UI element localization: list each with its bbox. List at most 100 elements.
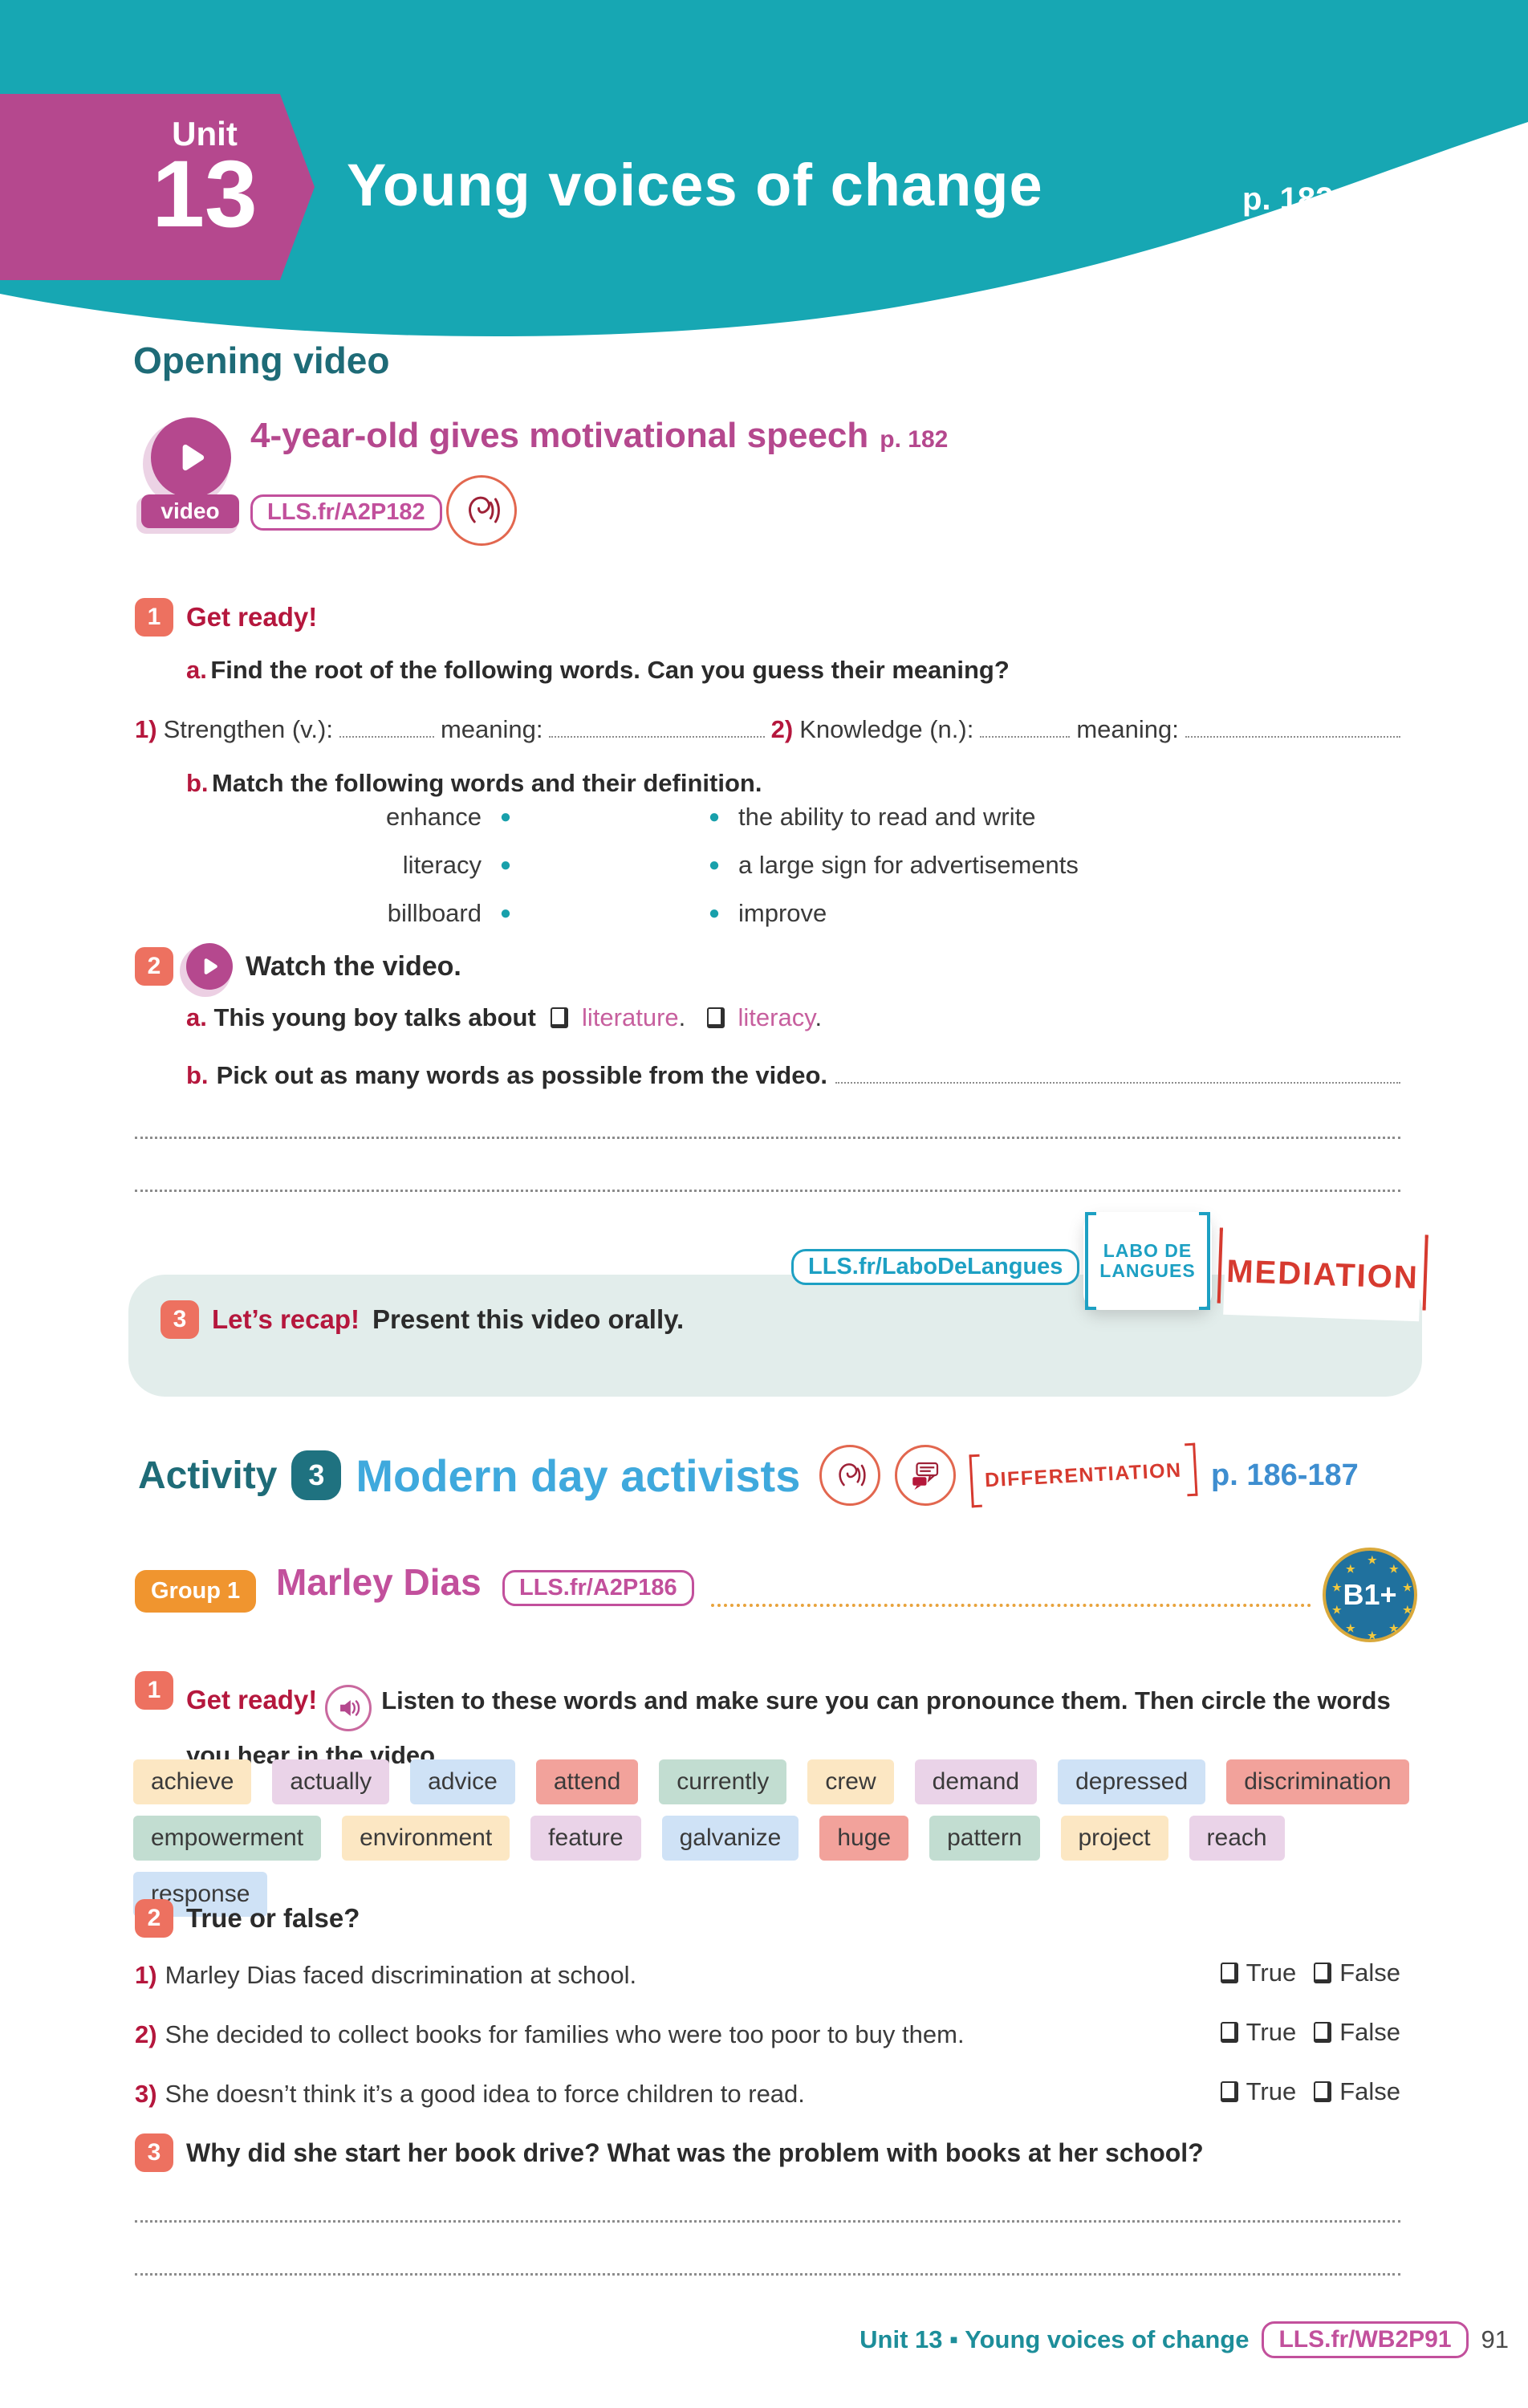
video-play-button[interactable] (151, 417, 231, 498)
exercise-number-badge: 2 (135, 1899, 173, 1938)
activity-heading-row: Activity 3 Modern day activists (138, 1442, 1359, 1508)
match-bullet-icon[interactable]: ● (499, 806, 512, 828)
activity-kicker: Activity (138, 1454, 278, 1497)
false-checkbox[interactable] (1314, 1963, 1332, 1983)
true-label: True (1246, 2018, 1297, 2046)
option-checkbox[interactable] (706, 1007, 725, 1028)
false-choice[interactable]: False (1314, 1959, 1400, 1987)
false-choice[interactable]: False (1314, 2077, 1400, 2106)
true-false-row: 3) She doesn’t think it’s a good idea to… (135, 2077, 1400, 2109)
true-checkbox[interactable] (1220, 2022, 1238, 2043)
word-chip[interactable]: discrimination (1226, 1759, 1409, 1804)
listening-ear-icon[interactable] (819, 1445, 881, 1506)
recap-label: Let’s recap! (212, 1304, 360, 1334)
answer-slot[interactable] (1185, 711, 1401, 738)
match-bullet-icon[interactable]: ● (499, 854, 512, 876)
mediation-badge: MEDIATION (1217, 1227, 1428, 1322)
fill-word-1: Strengthen (v.): (163, 715, 333, 743)
option-checkbox[interactable] (551, 1007, 569, 1028)
true-choice[interactable]: True (1220, 1959, 1296, 1987)
video-title-page: p. 182 (880, 426, 949, 453)
match-word: enhance (386, 803, 482, 831)
false-checkbox[interactable] (1314, 2022, 1332, 2043)
match-bullet-icon[interactable]: ● (499, 902, 512, 924)
answer-line[interactable] (135, 2220, 1400, 2223)
activity-link-pill[interactable]: LLS.fr/A2P186 (502, 1570, 694, 1606)
sub-letter: b. (186, 769, 209, 797)
activity-ex3-row: 3 Why did she start her book drive? What… (135, 2133, 1204, 2172)
true-checkbox[interactable] (1220, 2081, 1238, 2102)
word-chip[interactable]: currently (659, 1759, 787, 1804)
word-chip[interactable]: huge (819, 1816, 909, 1861)
footer-title: Young voices of change (965, 2325, 1250, 2353)
word-chip[interactable]: environment (342, 1816, 510, 1861)
bracket-right-icon (1422, 1235, 1428, 1311)
level-label: B1+ (1343, 1578, 1397, 1611)
bracket-left-icon (969, 1454, 983, 1508)
speaking-bubbles-icon[interactable] (895, 1445, 957, 1506)
answer-line[interactable] (135, 2273, 1400, 2276)
word-chip[interactable]: project (1060, 1816, 1168, 1861)
answer-line[interactable] (135, 1137, 1400, 1139)
mediation-label: MEDIATION (1225, 1253, 1420, 1296)
word-chip[interactable]: feature (530, 1816, 641, 1861)
footer-link-pill[interactable]: LLS.fr/WB2P91 (1262, 2321, 1469, 2358)
answer-slot[interactable] (549, 711, 765, 738)
word-chip[interactable]: attend (535, 1759, 639, 1804)
star-icon: ★ (1332, 1581, 1342, 1593)
answer-slot[interactable] (835, 1069, 1400, 1084)
false-checkbox[interactable] (1314, 2081, 1332, 2102)
star-icon: ★ (1389, 1563, 1399, 1575)
group-badge: Group 1 (135, 1570, 257, 1613)
true-false-row: 2) She decided to collect books for fami… (135, 2018, 1400, 2049)
answer-slot[interactable] (980, 711, 1071, 738)
word-chip-list: achieve actually advice attend currently… (133, 1759, 1414, 1917)
option-word[interactable]: literacy (738, 1003, 815, 1031)
match-definition: a large sign for advertisements (738, 851, 1079, 879)
star-icon: ★ (1346, 1622, 1355, 1634)
match-bullet-icon[interactable]: ● (708, 806, 721, 828)
listening-ear-icon[interactable] (446, 475, 517, 546)
video-title: 4-year-old gives motivational speech p. 1… (250, 416, 948, 456)
match-bullet-icon[interactable]: ● (708, 854, 721, 876)
statement-text: She decided to collect books for familie… (165, 2020, 965, 2048)
page-title: Young voices of change (347, 152, 1043, 218)
false-label: False (1339, 2077, 1400, 2105)
word-chip[interactable]: depressed (1058, 1759, 1206, 1804)
false-choice[interactable]: False (1314, 2018, 1400, 2047)
word-chip[interactable]: galvanize (661, 1816, 799, 1861)
word-chip[interactable]: actually (272, 1759, 390, 1804)
unit-badge: Unit 13 (0, 94, 315, 280)
answer-slot[interactable] (339, 711, 434, 738)
opening-ex1-row: 1 Get ready! (135, 598, 317, 637)
true-choice[interactable]: True (1220, 2018, 1297, 2047)
word-chip[interactable]: demand (914, 1759, 1038, 1804)
word-chip[interactable]: empowerment (133, 1816, 322, 1861)
true-choice[interactable]: True (1220, 2077, 1296, 2106)
labo-link-pill[interactable]: LLS.fr/LaboDeLangues (791, 1249, 1080, 1285)
square-separator-icon: ▪ (949, 2325, 959, 2353)
star-icon: ★ (1332, 1604, 1342, 1616)
watch-video-play-button[interactable] (186, 943, 233, 990)
item-number: 2) (770, 715, 794, 743)
match-word: literacy (402, 851, 482, 879)
unit-number: 13 (152, 141, 258, 247)
word-chip[interactable]: reach (1189, 1816, 1285, 1861)
match-bullet-icon[interactable]: ● (708, 902, 721, 924)
word-chip[interactable]: crew (807, 1759, 894, 1804)
word-chip[interactable]: advice (410, 1759, 515, 1804)
instruction-text: This young boy talks about (213, 1003, 536, 1031)
video-label-pill: video (141, 494, 239, 528)
opening-ex1-a: a. Find the root of the following words.… (186, 656, 1010, 685)
match-definition: the ability to read and write (738, 803, 1036, 831)
answer-line[interactable] (135, 1190, 1400, 1192)
exercise-label: True or false? (186, 1903, 360, 1933)
option-word[interactable]: literature (582, 1003, 679, 1031)
word-chip[interactable]: pattern (929, 1816, 1040, 1861)
speaker-icon[interactable] (325, 1685, 372, 1731)
true-checkbox[interactable] (1220, 1963, 1238, 1983)
activity-number-badge: 3 (291, 1450, 342, 1500)
word-chip[interactable]: achieve (133, 1759, 252, 1804)
video-link-pill[interactable]: LLS.fr/A2P182 (250, 494, 442, 531)
